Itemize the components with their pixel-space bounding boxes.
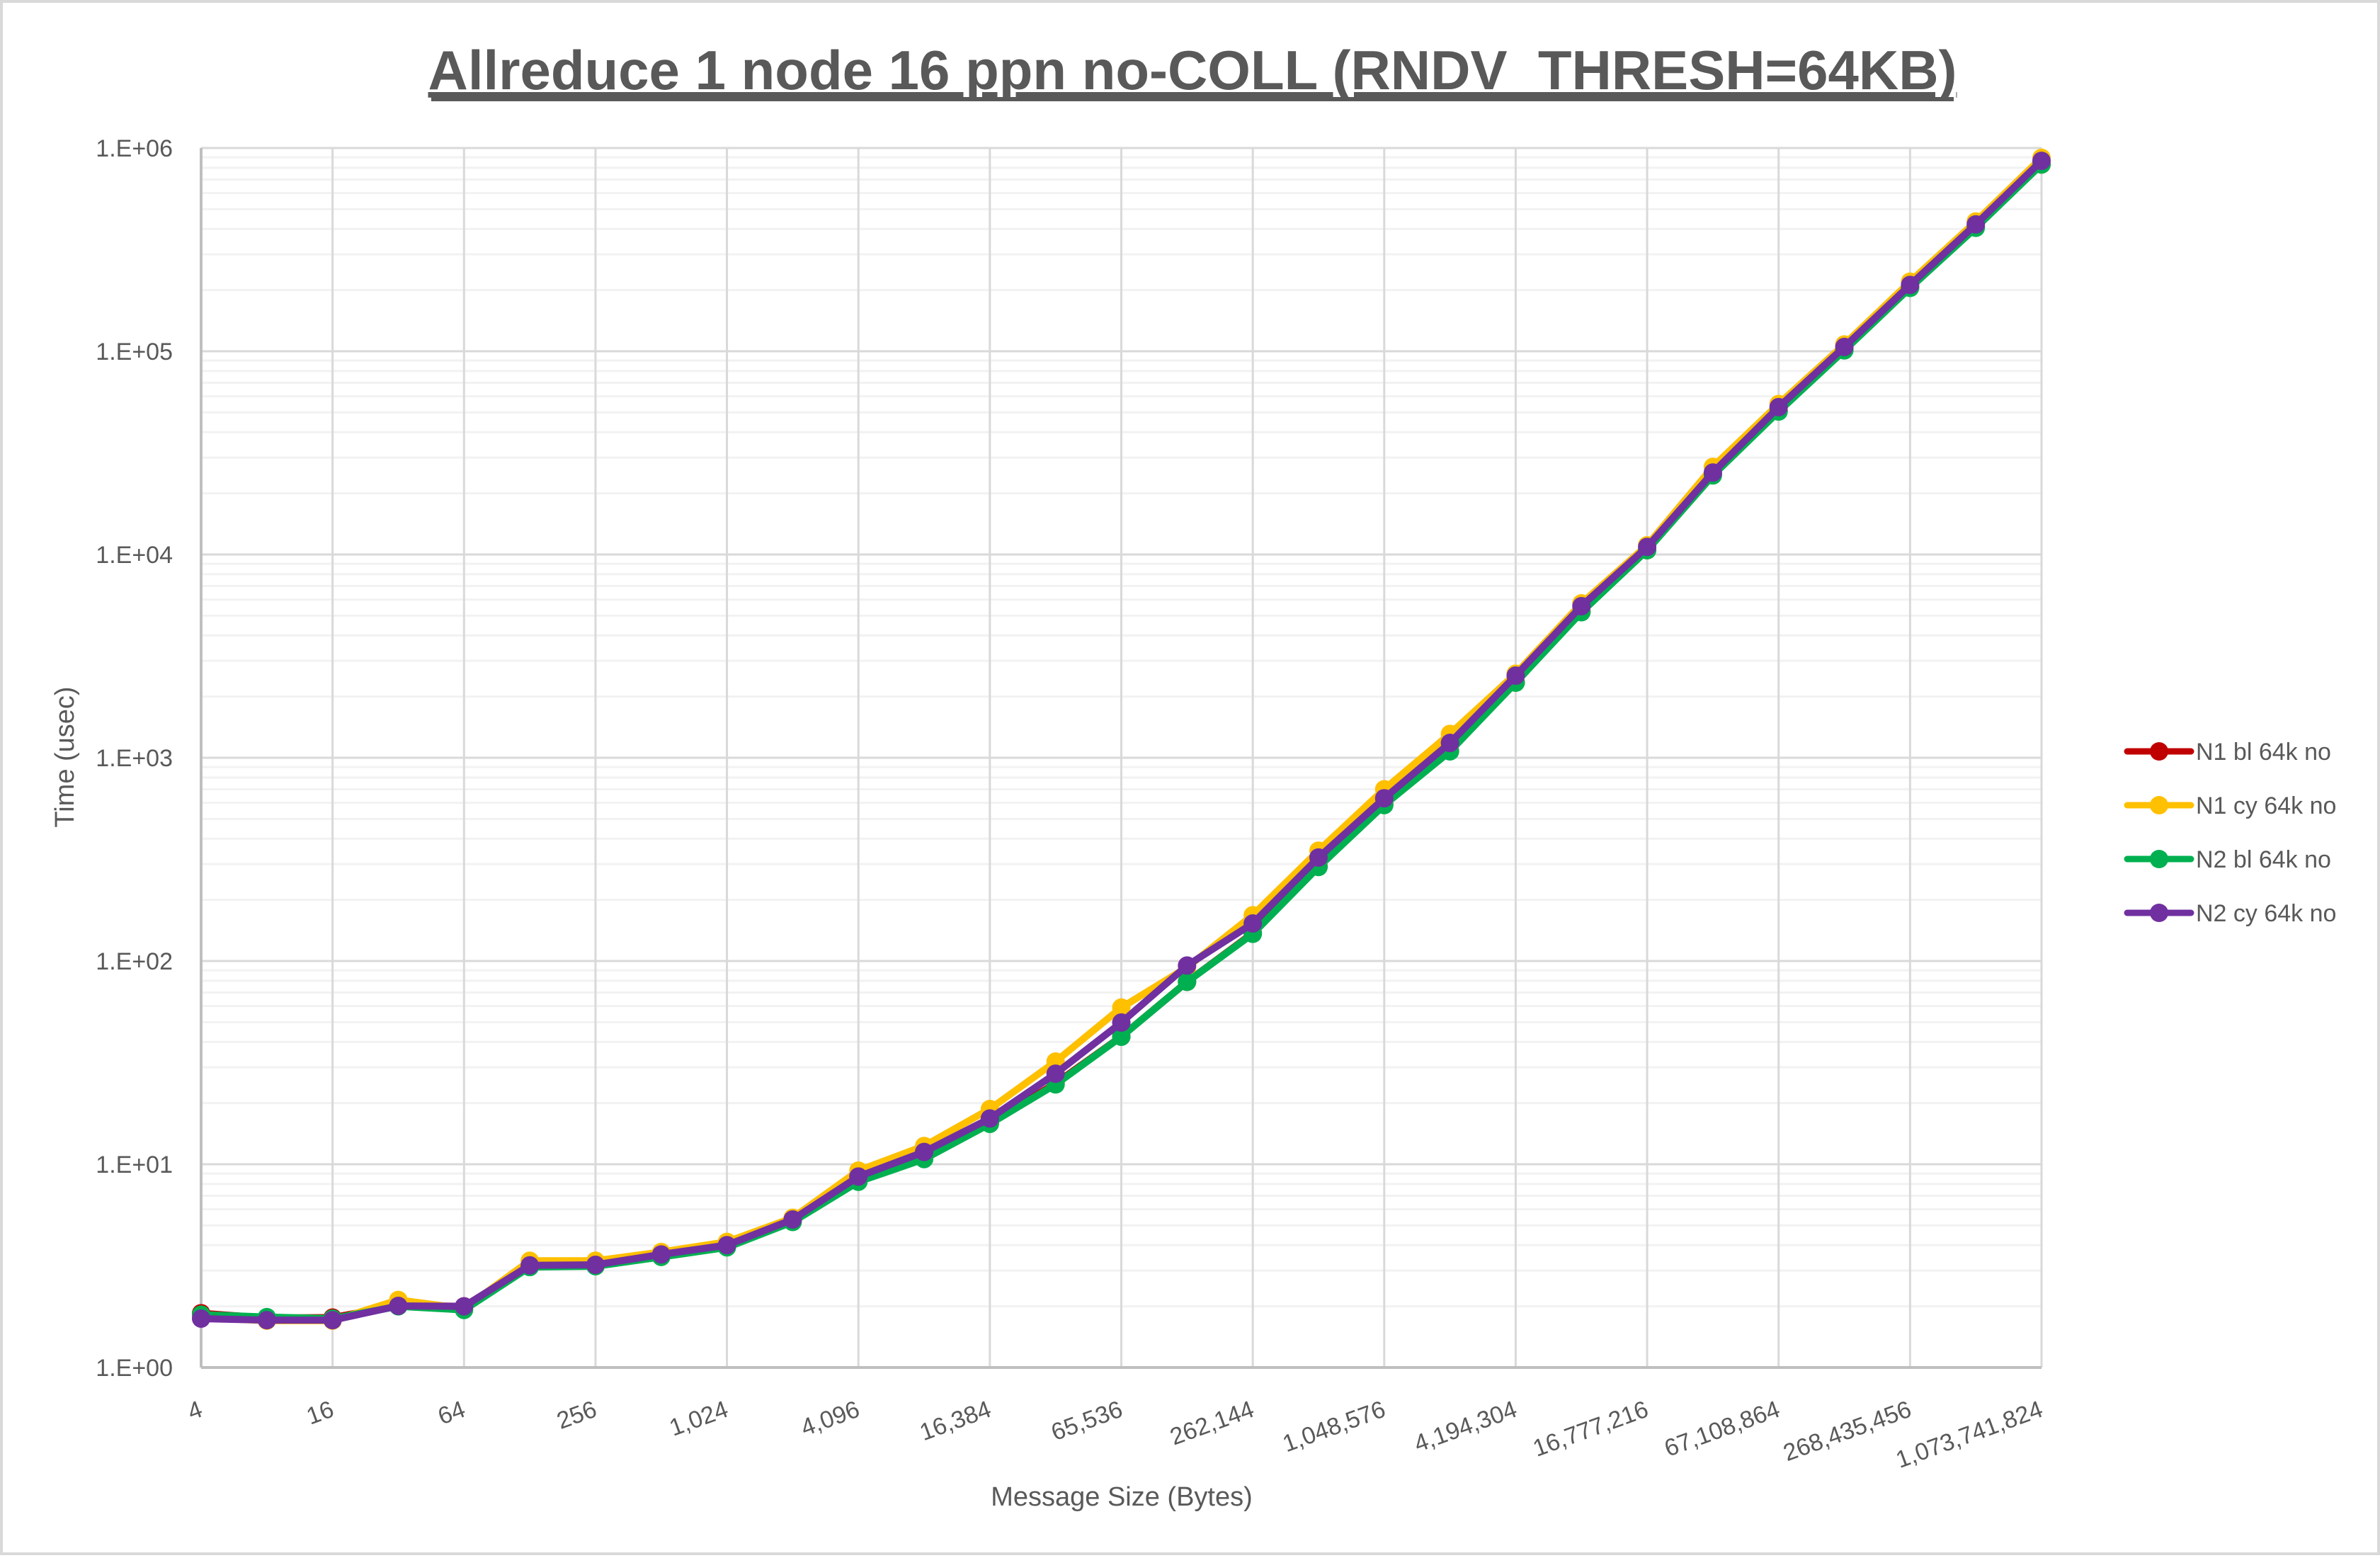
x-axis-title: Message Size (Bytes) bbox=[991, 1482, 1253, 1512]
data-point-marker bbox=[1374, 789, 1394, 808]
legend-item: N2 bl 64k no bbox=[2124, 846, 2331, 873]
legend: N1 bl 64k no N1 cy 64k no N2 bl 64k no N2 c… bbox=[2124, 739, 2336, 927]
y-tick-label: 1.E+06 bbox=[96, 135, 173, 162]
x-tick-label: 4 bbox=[184, 1396, 206, 1426]
data-point-marker bbox=[389, 1296, 408, 1315]
legend-label: N2 cy 64k no bbox=[2196, 900, 2336, 927]
data-point-marker bbox=[1572, 596, 1591, 615]
data-point-marker bbox=[1178, 972, 1197, 991]
x-tick-label: 67,108,864 bbox=[1661, 1396, 1784, 1462]
legend-label: N2 bl 64k no bbox=[2196, 846, 2331, 873]
data-point-marker bbox=[1178, 956, 1197, 975]
data-point-marker bbox=[915, 1142, 934, 1161]
legend-dot-marker-icon bbox=[2150, 742, 2168, 761]
x-tick-label: 1,024 bbox=[666, 1396, 731, 1442]
y-tick-label: 1.E+04 bbox=[96, 542, 173, 569]
x-tick-label: 1,073,741,824 bbox=[1892, 1396, 2046, 1474]
data-point-marker bbox=[2032, 152, 2051, 171]
y-tick-label: 1.E+03 bbox=[96, 745, 173, 772]
data-point-marker bbox=[1506, 666, 1525, 686]
x-tick-label: 256 bbox=[553, 1396, 600, 1435]
x-tick-label: 65,536 bbox=[1048, 1396, 1127, 1446]
data-point-marker bbox=[1112, 998, 1131, 1017]
legend-label: N1 cy 64k no bbox=[2196, 792, 2336, 819]
y-tick-label: 1.E+00 bbox=[96, 1355, 173, 1382]
data-point-marker bbox=[323, 1311, 342, 1330]
major-gridlines bbox=[200, 147, 2043, 1369]
x-tick-label: 262,144 bbox=[1166, 1396, 1257, 1451]
data-point-marker bbox=[717, 1236, 736, 1255]
series-n2-cy-64k-no bbox=[192, 152, 2051, 1330]
x-tick-label: 16,384 bbox=[916, 1396, 995, 1446]
legend-label: N1 bl 64k no bbox=[2196, 739, 2331, 766]
data-point-marker bbox=[1440, 734, 1459, 753]
data-point-marker bbox=[783, 1210, 802, 1229]
data-point-marker bbox=[1835, 337, 1854, 356]
y-tick-label: 1.E+01 bbox=[96, 1152, 173, 1178]
x-tick-label: 4,194,304 bbox=[1411, 1396, 1520, 1457]
x-tick-label: 4,096 bbox=[797, 1396, 863, 1442]
x-tick-label: 16 bbox=[303, 1396, 338, 1431]
legend-dot-marker-icon bbox=[2150, 904, 2168, 922]
data-point-marker bbox=[849, 1167, 868, 1186]
data-point-marker bbox=[1966, 215, 1986, 234]
x-tick-label: 1,048,576 bbox=[1279, 1396, 1389, 1457]
data-point-marker bbox=[1309, 848, 1328, 867]
data-point-marker bbox=[980, 1109, 999, 1128]
data-point-marker bbox=[455, 1297, 474, 1316]
data-point-marker bbox=[1703, 463, 1722, 482]
data-point-marker bbox=[520, 1256, 540, 1275]
data-point-marker bbox=[651, 1245, 671, 1264]
y-tick-label: 1.E+05 bbox=[96, 339, 173, 365]
line-chart: 1.E+00 1.E+01 1.E+02 1.E+03 1.E+04 1.E+05 1.E+… bbox=[50, 39, 2336, 1512]
data-point-marker bbox=[1046, 1064, 1065, 1084]
legend-item: N1 cy 64k no bbox=[2124, 792, 2336, 819]
y-tick-label: 1.E+02 bbox=[96, 948, 173, 975]
y-axis-tick-labels: 1.E+00 1.E+01 1.E+02 1.E+03 1.E+04 1.E+05 1.E+… bbox=[96, 135, 173, 1382]
data-point-marker bbox=[192, 1309, 210, 1328]
data-point-marker bbox=[1638, 538, 1657, 557]
data-point-marker bbox=[1112, 1027, 1131, 1046]
data-point-marker bbox=[586, 1256, 605, 1275]
data-point-marker bbox=[257, 1311, 276, 1330]
chart-title: Allreduce 1 node 16 ppn no-COLL (RNDV_TH… bbox=[428, 39, 1957, 101]
legend-item: N2 cy 64k no bbox=[2124, 900, 2336, 927]
plot-axes bbox=[200, 148, 2042, 1369]
x-tick-label: 16,777,216 bbox=[1530, 1396, 1652, 1462]
legend-dot-marker-icon bbox=[2150, 796, 2168, 814]
y-axis-title: Time (usec) bbox=[50, 686, 80, 827]
data-point-marker bbox=[1112, 1013, 1131, 1032]
x-tick-label: 64 bbox=[434, 1396, 469, 1431]
x-axis-tick-labels: 4 16 64 256 1,024 4,096 16,384 65,536 262,144 1,0… bbox=[184, 1396, 2046, 1474]
legend-item: N1 bl 64k no bbox=[2124, 739, 2331, 766]
data-series bbox=[192, 148, 2051, 1330]
legend-dot-marker-icon bbox=[2150, 850, 2168, 868]
data-point-marker bbox=[1243, 914, 1263, 933]
data-point-marker bbox=[1769, 397, 1788, 416]
data-point-marker bbox=[1901, 275, 1920, 295]
